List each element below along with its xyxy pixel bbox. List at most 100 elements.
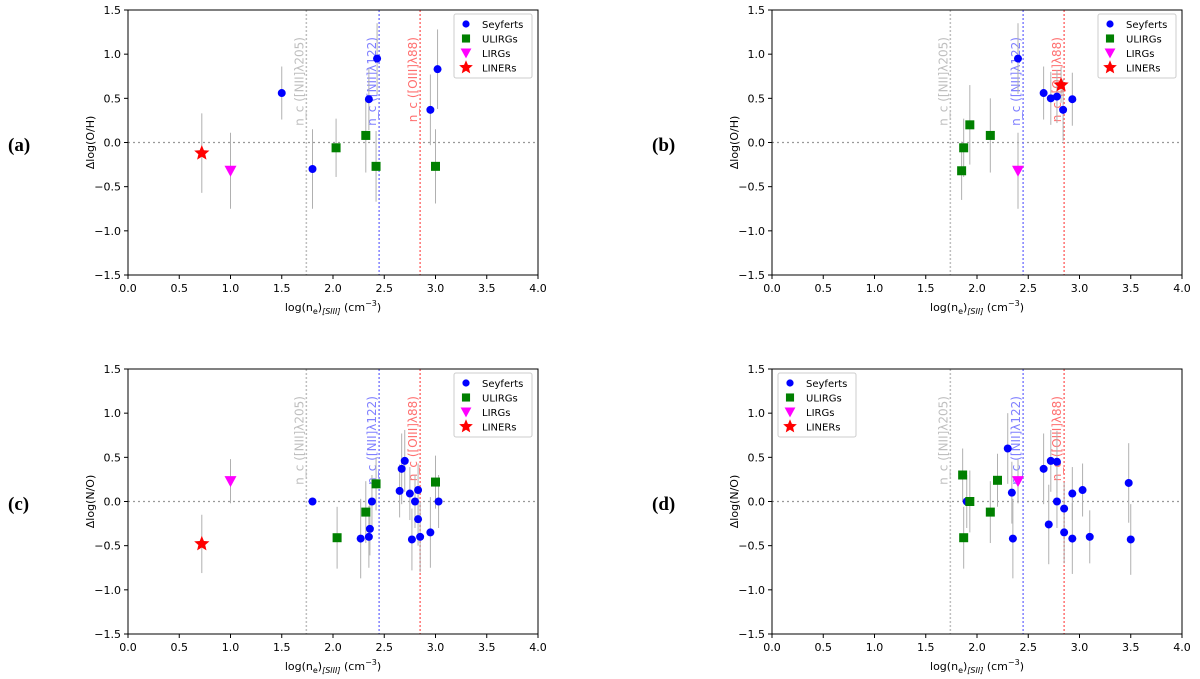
legend-label: Seyferts xyxy=(482,379,523,390)
x-tick-label: 3.5 xyxy=(478,641,496,654)
data-point-seyferts xyxy=(308,165,317,173)
x-tick-label: 3.5 xyxy=(1122,282,1140,295)
legend-label: ULIRGs xyxy=(806,394,842,405)
x-tick-label: 1.0 xyxy=(222,641,240,654)
data-point-ulirgs xyxy=(371,161,381,171)
data-point-ulirgs xyxy=(431,161,440,171)
critical-density-label: n_c ([NII]λ122) xyxy=(1009,37,1023,126)
legend-marker-seyferts xyxy=(786,379,794,387)
data-point-ulirgs xyxy=(959,533,969,543)
legend-marker-seyferts xyxy=(1106,20,1114,28)
legend-marker-lirgs xyxy=(784,407,796,418)
legend-label: LINERs xyxy=(482,64,516,75)
x-tick-label: 0.0 xyxy=(119,641,137,654)
y-tick-label: 1.0 xyxy=(104,407,122,420)
x-tick-label: 2.5 xyxy=(1020,641,1038,654)
data-point-seyferts xyxy=(414,515,423,524)
data-point-seyferts xyxy=(433,65,442,74)
legend-label: Seyferts xyxy=(482,20,523,31)
data-point-seyferts xyxy=(1078,486,1087,495)
data-point-seyferts xyxy=(1052,497,1061,506)
data-point-seyferts xyxy=(1039,89,1048,98)
panel-c: (c) n_c ([NII]λ205) n_c ([NII]λ122) n_c ([O… xyxy=(8,363,547,675)
legend-box xyxy=(1097,13,1177,79)
data-point-ulirgs xyxy=(361,130,371,140)
y-tick-label: −0.5 xyxy=(94,181,121,194)
x-tick-label: 4.0 xyxy=(1173,641,1191,654)
legend-label: LINERs xyxy=(1126,64,1160,75)
data-point-seyferts xyxy=(411,497,419,506)
critical-density-label: n_c ([OIII]λ88) xyxy=(406,37,420,122)
y-tick-label: 1.5 xyxy=(748,363,766,376)
y-axis-label: Δlog(N/O) xyxy=(728,475,741,528)
legend-label: LINERs xyxy=(482,423,516,434)
y-tick-label: 0.0 xyxy=(748,496,766,509)
data-point-seyferts xyxy=(1003,444,1012,453)
data-point-seyferts xyxy=(1039,464,1048,473)
data-point-seyferts xyxy=(416,532,425,541)
data-point-seyferts xyxy=(395,486,404,495)
panel-b: (b)n_c ([NII]λ205) n_c ([NII]λ122) n_c ([O… xyxy=(652,4,1191,316)
y-tick-label: −1.0 xyxy=(94,584,121,597)
panel-tag: (d) xyxy=(652,494,675,515)
data-point-seyferts xyxy=(277,89,286,98)
legend-marker-ulirgs xyxy=(461,393,471,402)
y-tick-label: 1.0 xyxy=(104,48,122,61)
x-tick-label: 3.0 xyxy=(1071,282,1089,295)
x-axis-label: log(ne)[SIII] (cm−3) xyxy=(285,299,381,316)
x-tick-label: 0.5 xyxy=(171,282,189,295)
data-point-seyferts xyxy=(356,534,365,543)
data-point-ulirgs xyxy=(965,497,975,506)
y-tick-label: −1.5 xyxy=(94,269,121,282)
x-tick-label: 0.0 xyxy=(119,282,137,295)
data-point-seyferts xyxy=(405,489,414,498)
data-point-seyferts xyxy=(1052,457,1061,466)
x-tick-label: 3.0 xyxy=(427,641,445,654)
legend-label: LIRGs xyxy=(1126,49,1154,60)
y-tick-label: 1.0 xyxy=(748,48,766,61)
legend-label: Seyferts xyxy=(1126,20,1167,31)
legend-marker-lirgs xyxy=(1104,48,1116,59)
legend-marker-lirgs xyxy=(460,407,472,418)
legend: Seyferts ULIRGs LIRGs LINERs xyxy=(777,372,857,438)
y-tick-label: 0.5 xyxy=(104,451,122,464)
legend-marker-ulirgs xyxy=(785,393,795,402)
x-tick-label: 3.5 xyxy=(478,282,496,295)
y-tick-label: 0.0 xyxy=(104,137,122,150)
legend-marker-liners xyxy=(783,419,797,433)
data-point-ulirgs xyxy=(361,507,371,517)
y-tick-label: −1.5 xyxy=(738,628,765,641)
data-point-seyferts xyxy=(1008,534,1017,543)
y-tick-label: −0.5 xyxy=(738,181,765,194)
x-tick-label: 1.5 xyxy=(273,641,291,654)
y-tick-label: −0.5 xyxy=(738,540,765,553)
data-point-lirgs xyxy=(1012,476,1024,488)
x-tick-label: 2.5 xyxy=(376,641,394,654)
critical-density-label: n_c ([NII]λ205) xyxy=(292,396,306,485)
x-tick-label: 4.0 xyxy=(1173,282,1191,295)
legend-label: LIRGs xyxy=(482,408,510,419)
y-tick-label: 1.0 xyxy=(748,407,766,420)
data-point-liners xyxy=(194,535,210,551)
legend-label: ULIRGs xyxy=(1126,35,1162,46)
y-tick-label: −1.0 xyxy=(738,225,765,238)
y-tick-label: −0.5 xyxy=(94,540,121,553)
panel-tag: (c) xyxy=(8,494,29,515)
x-tick-label: 1.0 xyxy=(866,641,884,654)
data-point-seyferts xyxy=(1052,92,1061,101)
x-tick-label: 3.5 xyxy=(1122,641,1140,654)
legend-label: LIRGs xyxy=(806,408,834,419)
data-point-ulirgs xyxy=(957,166,967,176)
y-tick-label: −1.0 xyxy=(94,225,121,238)
data-point-lirgs xyxy=(224,476,237,488)
critical-density-label: n_c ([NII]λ122) xyxy=(365,396,379,485)
data-point-seyferts xyxy=(1014,54,1022,63)
data-point-ulirgs xyxy=(965,120,975,130)
x-tick-label: 2.5 xyxy=(376,282,394,295)
x-tick-label: 3.0 xyxy=(427,282,445,295)
panel-d: (d)n_c ([NII]λ205) n_c ([NII]λ122) n_c ([O… xyxy=(652,363,1191,675)
data-point-seyferts xyxy=(407,535,416,544)
x-tick-label: 1.0 xyxy=(866,282,884,295)
critical-density-label: n_c ([OIII]λ88) xyxy=(406,396,420,481)
x-tick-label: 1.5 xyxy=(917,641,935,654)
